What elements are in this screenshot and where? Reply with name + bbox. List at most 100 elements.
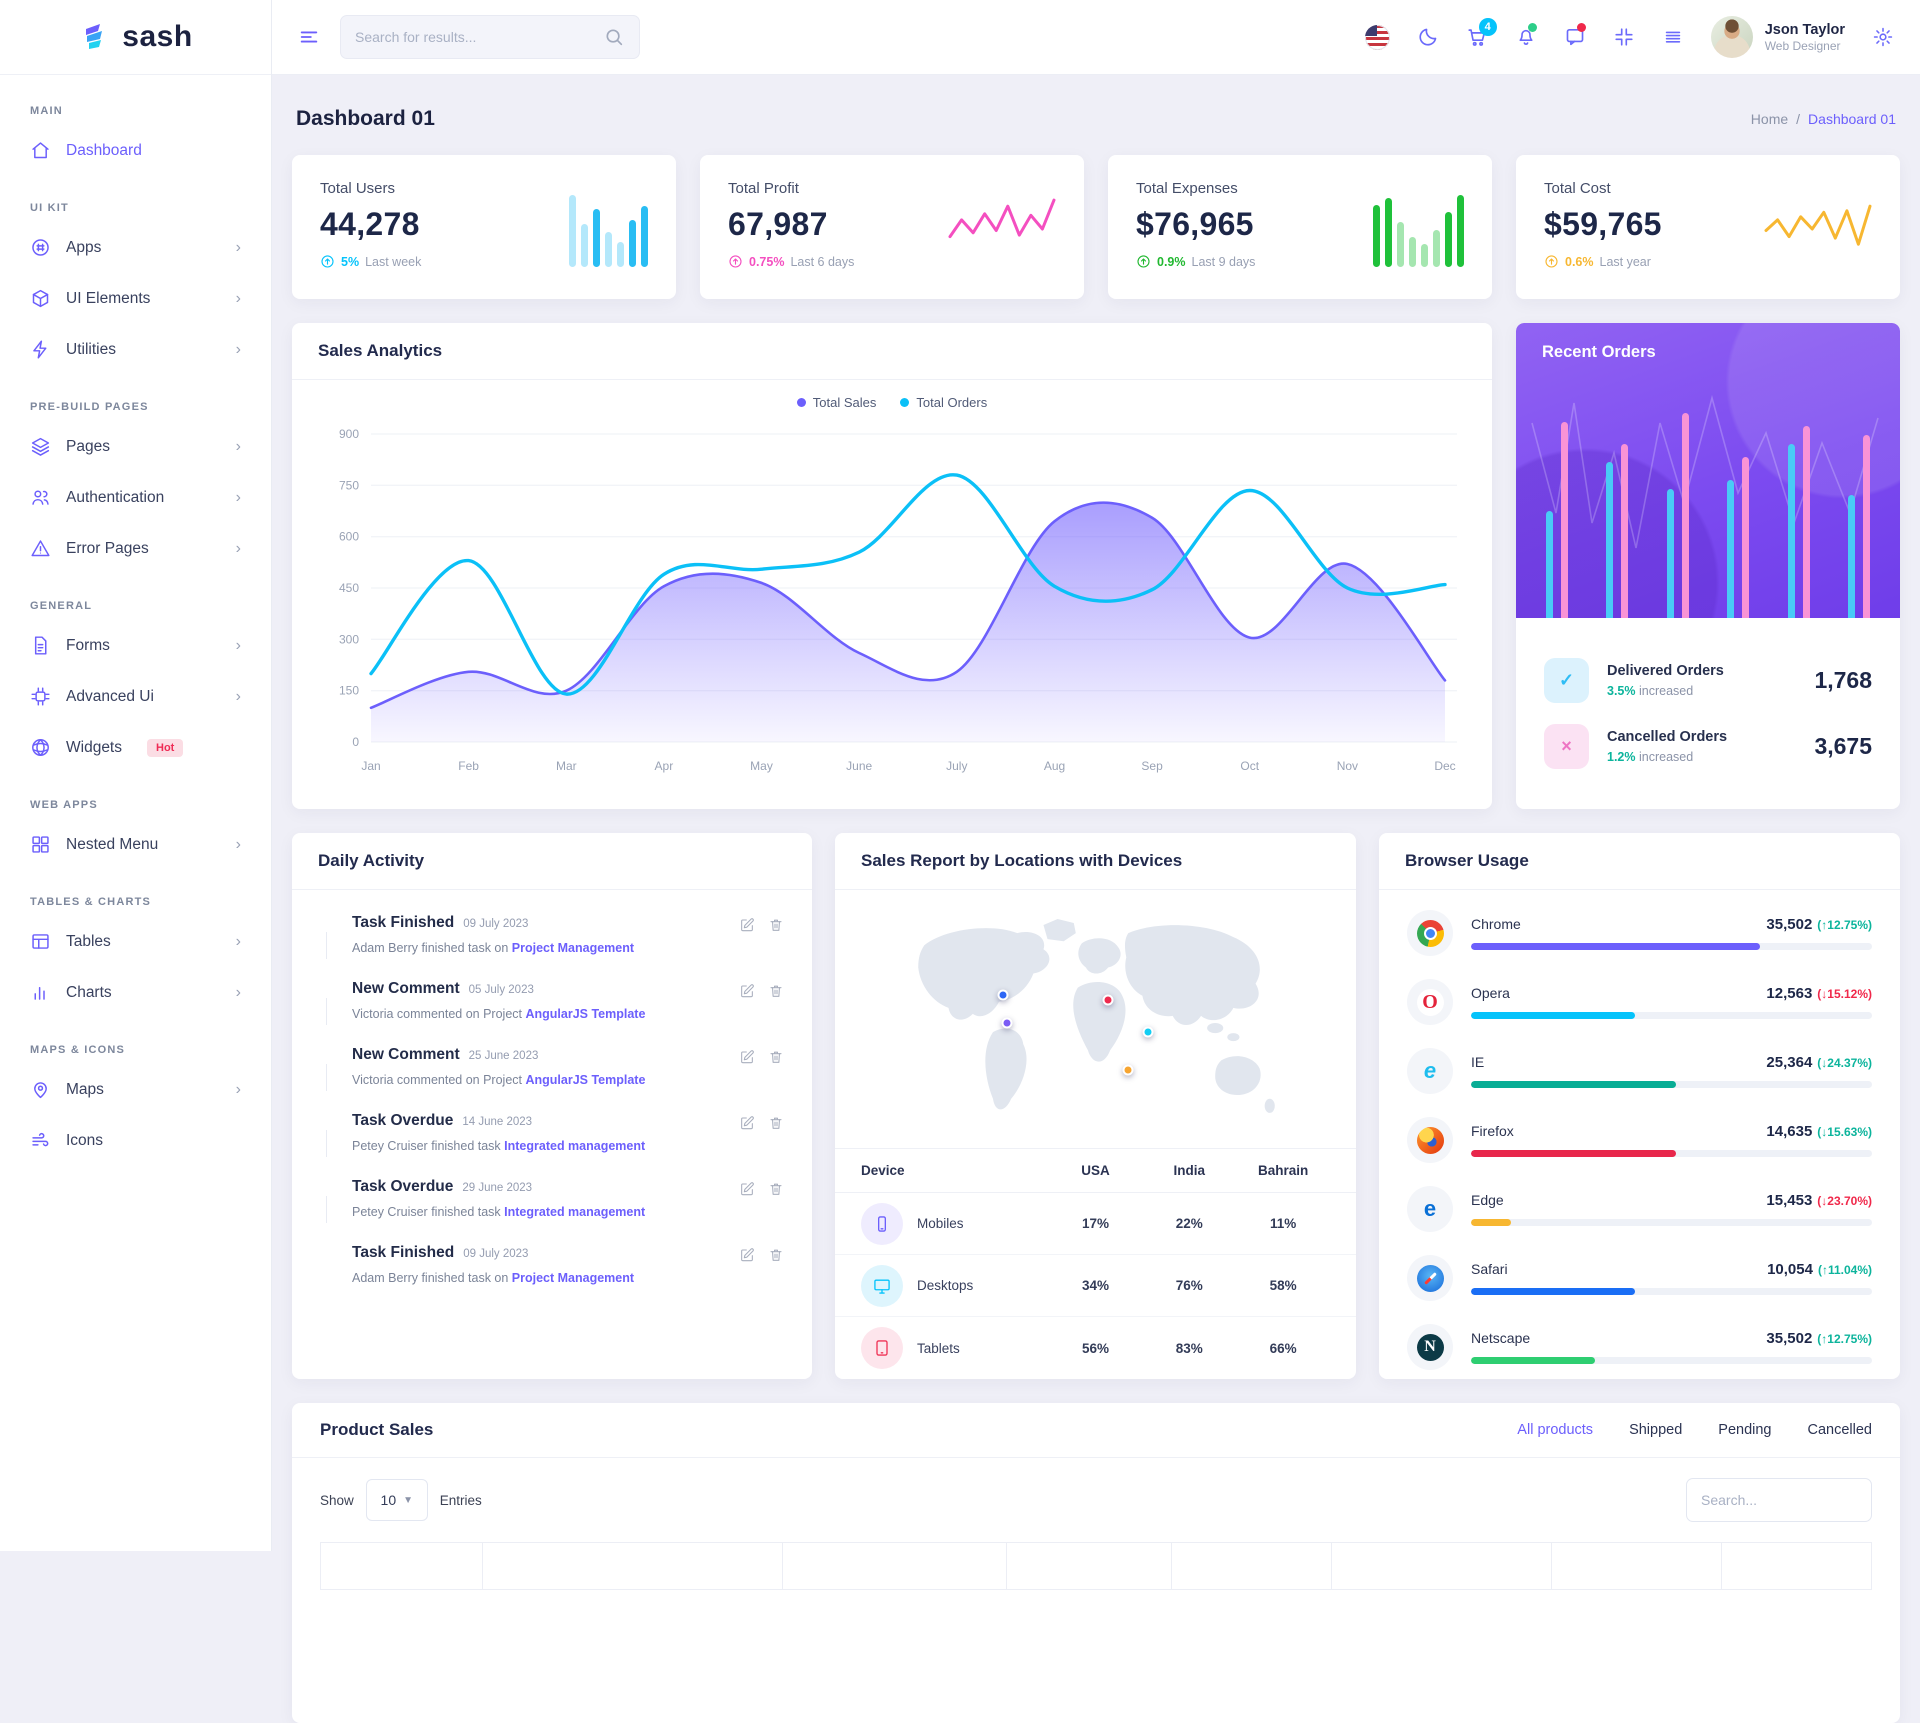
browser-row-chrome: Chrome 35,502 (↑12.75%): [1407, 910, 1872, 956]
sidebar-toggle-button[interactable]: [298, 26, 320, 48]
table-search-input[interactable]: [1686, 1478, 1872, 1522]
table-header-cell[interactable]: [783, 1542, 1007, 1590]
header-search[interactable]: [340, 15, 640, 59]
legend-item-total-orders[interactable]: Total Orders: [900, 395, 987, 410]
dark-mode-button[interactable]: [1417, 26, 1439, 48]
brand-logo[interactable]: sash: [0, 0, 271, 75]
browser-change: (↑12.75%): [1817, 918, 1872, 932]
table-header-cell[interactable]: [320, 1542, 483, 1590]
browser-progress: [1471, 1288, 1872, 1295]
legend-item-total-sales[interactable]: Total Sales: [796, 395, 876, 410]
sidebar-item-advanced-ui[interactable]: Advanced Ui ›: [0, 671, 271, 722]
browser-value: 12,563: [1766, 985, 1813, 1002]
table-header-cell[interactable]: [1172, 1542, 1332, 1590]
browser-usage-list: Chrome 35,502 (↑12.75%) O Opera 12,563 (…: [1379, 890, 1900, 1370]
chevron-right-icon: ›: [235, 835, 241, 853]
edit-button[interactable]: [739, 983, 755, 999]
map-marker[interactable]: [1001, 1017, 1013, 1029]
entries-control: Show 10 ▼ Entries: [320, 1479, 482, 1521]
browser-value: 14,635: [1766, 1123, 1813, 1140]
breadcrumb-home[interactable]: Home: [1750, 111, 1789, 127]
sidebar-item-tables[interactable]: Tables ›: [0, 916, 271, 967]
chevron-right-icon: ›: [235, 687, 241, 705]
order-bar-group: [1666, 395, 1689, 618]
delete-button[interactable]: [768, 1181, 784, 1197]
search-input[interactable]: [355, 29, 603, 45]
map-marker[interactable]: [997, 989, 1009, 1001]
delete-button[interactable]: [768, 1049, 784, 1065]
sidebar-item-pages[interactable]: Pages ›: [0, 421, 271, 472]
delete-button[interactable]: [768, 1247, 784, 1263]
tab-all-products[interactable]: All products: [1517, 1422, 1594, 1438]
user-name: Json Taylor: [1764, 21, 1845, 38]
sidebar-item-nested-menu[interactable]: Nested Menu ›: [0, 819, 271, 870]
edit-button[interactable]: [739, 1115, 755, 1131]
activity-link[interactable]: AngularJS Template: [525, 1073, 646, 1087]
delete-button[interactable]: [768, 1115, 784, 1131]
activity-link[interactable]: Integrated management: [504, 1205, 646, 1219]
search-icon[interactable]: [603, 26, 625, 48]
sidebar-section-heading: UI KIT: [30, 202, 69, 214]
browser-progress: [1471, 1081, 1872, 1088]
activity-link[interactable]: AngularJS Template: [525, 1007, 646, 1021]
activity-link[interactable]: Project Management: [511, 941, 635, 955]
gear-icon: [1873, 27, 1893, 47]
language-flag-button[interactable]: [1364, 24, 1390, 50]
sidebar-item-maps[interactable]: Maps ›: [0, 1064, 271, 1115]
sidebar-item-ui-elements[interactable]: UI Elements ›: [0, 273, 271, 324]
delete-button[interactable]: [768, 983, 784, 999]
delete-button[interactable]: [768, 917, 784, 933]
activity-link[interactable]: Integrated management: [504, 1139, 646, 1153]
world-map-image: [917, 918, 1275, 1113]
sidebar-item-error-pages[interactable]: Error Pages ›: [0, 523, 271, 574]
edit-button[interactable]: [739, 1181, 755, 1197]
edit-button[interactable]: [739, 1049, 755, 1065]
table-header-cell[interactable]: [1007, 1542, 1172, 1590]
sidebar-item-icons[interactable]: Icons: [0, 1115, 271, 1166]
tab-cancelled[interactable]: Cancelled: [1807, 1422, 1873, 1438]
table-header-cell[interactable]: [483, 1542, 783, 1590]
chart-legend: Total Sales Total Orders: [292, 380, 1492, 410]
cart-button[interactable]: 4: [1466, 18, 1497, 48]
stat-sparkline: [1764, 189, 1872, 267]
tab-shipped[interactable]: Shipped: [1629, 1422, 1683, 1438]
sidebar-item-apps[interactable]: Apps ›: [0, 222, 271, 273]
messages-button[interactable]: [1564, 23, 1586, 48]
map-marker[interactable]: [1122, 1064, 1134, 1076]
edit-icon: [741, 1248, 754, 1262]
sidebar-item-dashboard[interactable]: Dashboard: [0, 125, 271, 176]
us-flag-icon: [1364, 24, 1390, 50]
right-sidebar-button[interactable]: [1662, 26, 1684, 48]
browser-change: (↓15.12%): [1817, 987, 1872, 1001]
chevron-right-icon: ›: [235, 340, 241, 358]
sidebar-item-utilities[interactable]: Utilities ›: [0, 324, 271, 375]
opera-icon: O: [1407, 979, 1453, 1025]
browser-name: Edge: [1471, 1192, 1504, 1208]
device-table: Device USA India Bahrain Mobiles 17% 22% 11% …: [835, 1148, 1356, 1379]
sidebar-item-charts[interactable]: Charts ›: [0, 967, 271, 1018]
table-header-cell[interactable]: [1722, 1542, 1872, 1590]
svg-text:Mar: Mar: [556, 759, 577, 773]
entries-select[interactable]: 10 ▼: [365, 1479, 428, 1521]
map-marker[interactable]: [1142, 1026, 1154, 1038]
edit-button[interactable]: [739, 1247, 755, 1263]
sidebar-item-forms[interactable]: Forms ›: [0, 620, 271, 671]
fullscreen-button[interactable]: [1613, 26, 1635, 48]
edit-button[interactable]: [739, 917, 755, 933]
user-menu[interactable]: Json Taylor Web Designer: [1710, 16, 1845, 58]
sidebar-item-authentication[interactable]: Authentication ›: [0, 472, 271, 523]
svg-text:0: 0: [352, 735, 359, 749]
notifications-button[interactable]: [1515, 23, 1537, 48]
trash-icon: [770, 985, 782, 997]
browser-progress: [1471, 1150, 1872, 1157]
legend-dot: [796, 398, 806, 407]
browser-progress: [1471, 943, 1872, 950]
edit-icon: [741, 984, 754, 998]
settings-button[interactable]: [1872, 26, 1894, 48]
table-header-cell[interactable]: [1332, 1542, 1552, 1590]
sidebar-item-widgets[interactable]: Widgets Hot: [0, 722, 271, 773]
tab-pending[interactable]: Pending: [1718, 1422, 1772, 1438]
table-header-cell[interactable]: [1552, 1542, 1722, 1590]
activity-link[interactable]: Project Management: [511, 1271, 635, 1285]
map-marker[interactable]: [1102, 994, 1114, 1006]
